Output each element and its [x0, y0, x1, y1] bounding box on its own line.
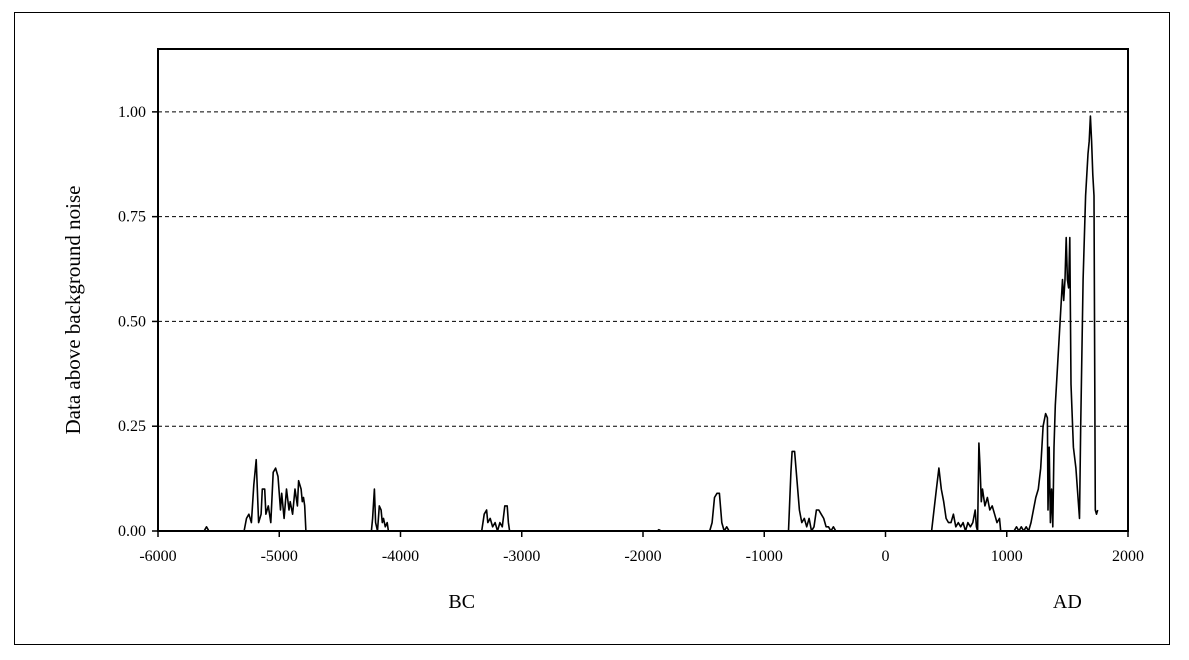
x-tick-label: -2000 — [624, 548, 661, 565]
x-tick-label: 1000 — [991, 548, 1023, 565]
era-label-ad: AD — [1053, 591, 1082, 613]
y-tick-label: 0.00 — [118, 523, 146, 540]
chart-frame — [14, 12, 1170, 645]
x-tick-label: 2000 — [1112, 548, 1144, 565]
x-tick-label: -1000 — [746, 548, 783, 565]
x-tick-label: -4000 — [382, 548, 419, 565]
y-tick-label: 0.50 — [118, 313, 146, 330]
x-tick-label: -6000 — [139, 548, 176, 565]
plot-area — [157, 48, 1129, 532]
x-tick-label: 0 — [882, 548, 890, 565]
era-label-bc: BC — [448, 591, 475, 613]
y-tick-label: 0.25 — [118, 418, 146, 435]
x-tick-label: -5000 — [261, 548, 298, 565]
x-tick-label: -3000 — [503, 548, 540, 565]
y-tick-label: 1.00 — [118, 104, 146, 121]
y-tick-label: 0.75 — [118, 209, 146, 226]
y-axis-title: Data above background noise — [61, 186, 85, 435]
data-series-line — [203, 115, 1099, 532]
